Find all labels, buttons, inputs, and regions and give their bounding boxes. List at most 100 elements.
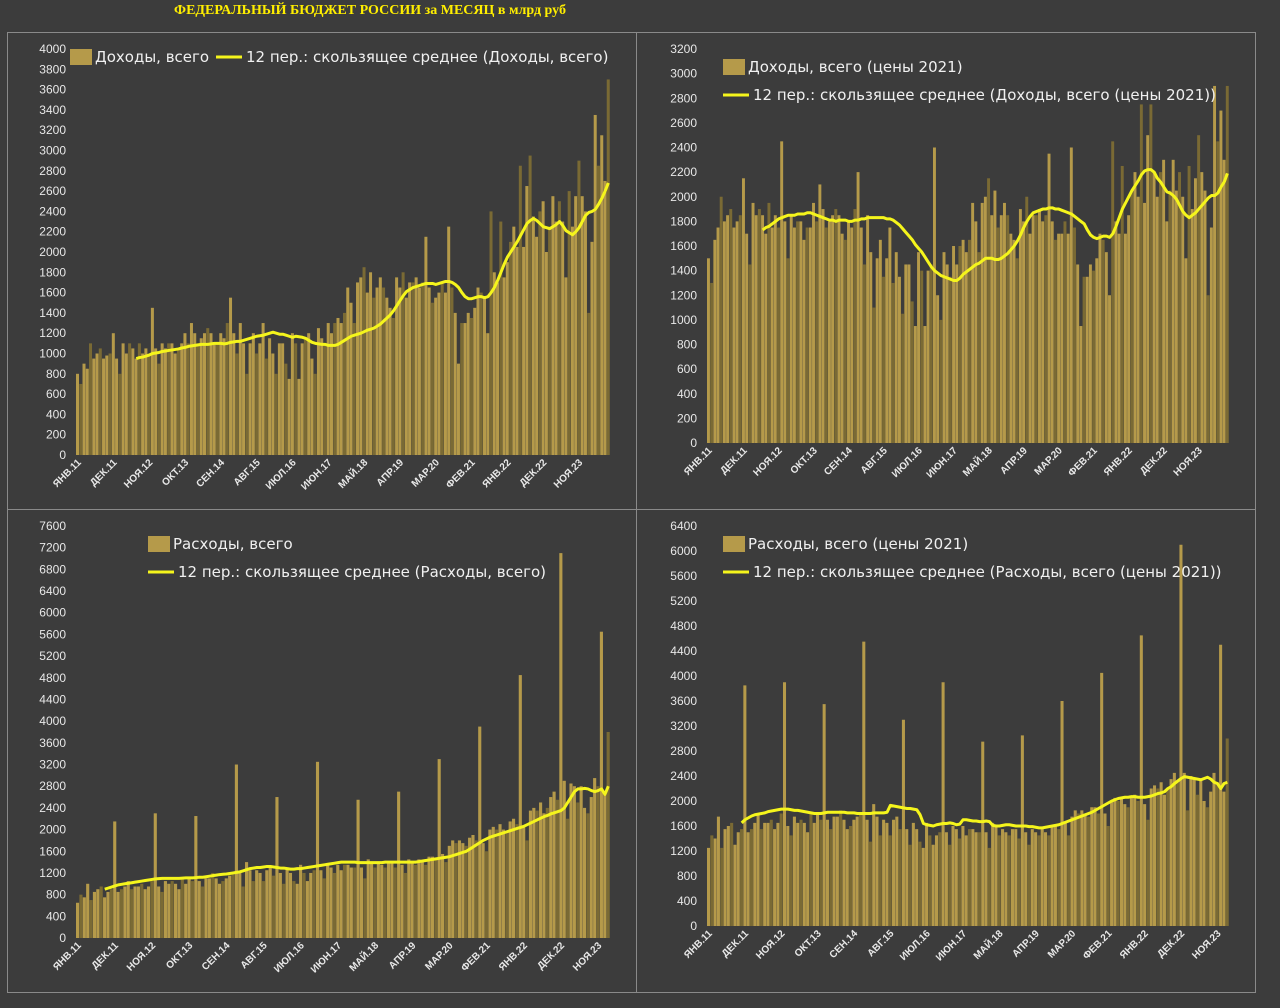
bar bbox=[572, 786, 576, 938]
bar bbox=[1189, 776, 1193, 926]
x-tick-label: МАЙ.18 bbox=[960, 444, 995, 479]
chart-svg: 0 200 400 600 800 1000 1200 1400 1600 1800 2000 220… bbox=[670, 42, 1229, 480]
bar bbox=[393, 867, 397, 938]
bar bbox=[229, 297, 233, 455]
legend-line-label: 12 пер.: скользящее среднее (Доходы, все… bbox=[246, 48, 608, 66]
x-tick-label: НОЯ.12 bbox=[752, 445, 786, 479]
bar bbox=[955, 264, 959, 443]
bar bbox=[278, 872, 282, 938]
bar bbox=[102, 358, 106, 455]
bar bbox=[548, 226, 552, 456]
bar bbox=[707, 847, 711, 927]
bar bbox=[96, 889, 100, 938]
bar bbox=[1093, 807, 1097, 926]
x-tick-label: ФЕВ.21 bbox=[444, 457, 478, 491]
bar bbox=[600, 135, 604, 455]
bar bbox=[515, 246, 519, 455]
bar bbox=[730, 822, 734, 927]
y-tick-label: 200 bbox=[46, 428, 66, 442]
bar bbox=[968, 239, 971, 443]
bar bbox=[1004, 832, 1008, 926]
bar bbox=[1213, 85, 1217, 443]
y-tick-label: 2000 bbox=[39, 823, 66, 837]
bar bbox=[92, 891, 97, 938]
bar bbox=[1195, 794, 1199, 926]
y-tick-label: 2800 bbox=[670, 91, 697, 105]
bar bbox=[968, 829, 972, 927]
x-tick-label: МАР.20 bbox=[410, 457, 443, 490]
bar bbox=[951, 826, 955, 926]
bar bbox=[268, 338, 272, 455]
bar bbox=[948, 276, 952, 443]
bar bbox=[1179, 544, 1183, 926]
bar bbox=[792, 227, 796, 443]
bar bbox=[209, 333, 213, 455]
bar bbox=[1129, 797, 1133, 927]
bar bbox=[1111, 141, 1115, 443]
legend-bar-swatch bbox=[70, 49, 92, 65]
bar bbox=[939, 319, 943, 444]
y-tick-label: 2800 bbox=[670, 744, 697, 758]
bar bbox=[319, 870, 323, 938]
bar bbox=[913, 326, 917, 443]
x-tick-label: СЕН.14 bbox=[828, 928, 861, 961]
bar bbox=[1176, 782, 1180, 926]
bar bbox=[1034, 832, 1038, 926]
bar bbox=[991, 822, 995, 927]
bar bbox=[1153, 785, 1157, 927]
bar bbox=[193, 333, 197, 455]
bar bbox=[137, 343, 141, 455]
bar bbox=[332, 872, 336, 938]
y-tick-label: 4400 bbox=[39, 692, 66, 706]
bar bbox=[1092, 270, 1096, 444]
bar bbox=[248, 870, 252, 938]
bar bbox=[505, 262, 509, 455]
bar bbox=[996, 227, 1000, 443]
bar bbox=[990, 215, 994, 443]
bar bbox=[799, 819, 803, 926]
bar bbox=[557, 201, 561, 455]
y-tick-label: 0 bbox=[59, 448, 66, 462]
bar bbox=[251, 333, 255, 455]
x-tick-label: ИЮЛ.16 bbox=[890, 445, 925, 480]
bar bbox=[816, 813, 820, 926]
bar bbox=[1181, 196, 1185, 443]
bar bbox=[202, 333, 206, 455]
bar bbox=[481, 843, 485, 938]
bar bbox=[1017, 838, 1021, 926]
bar bbox=[1172, 772, 1176, 927]
bar bbox=[1069, 147, 1073, 443]
bar bbox=[453, 312, 457, 455]
bar bbox=[875, 258, 879, 443]
bar bbox=[502, 277, 506, 456]
bar bbox=[831, 215, 835, 443]
bar bbox=[1169, 779, 1173, 927]
bar bbox=[824, 227, 828, 443]
bar bbox=[745, 233, 749, 443]
y-tick-label: 3400 bbox=[39, 103, 66, 117]
bar bbox=[1025, 196, 1029, 443]
bar bbox=[993, 190, 997, 443]
bar bbox=[923, 326, 927, 443]
bar bbox=[1057, 233, 1061, 443]
bar bbox=[140, 883, 144, 938]
bar bbox=[834, 209, 838, 443]
x-tick-label: ДЕК.22 bbox=[518, 457, 550, 489]
bar bbox=[812, 822, 816, 927]
bar bbox=[285, 867, 289, 938]
bar bbox=[417, 859, 421, 938]
y-tick-label: 1400 bbox=[39, 306, 66, 320]
x-tick-label: АПР.19 bbox=[387, 940, 419, 972]
bar bbox=[219, 333, 223, 455]
bar bbox=[176, 348, 180, 455]
bar bbox=[1090, 807, 1094, 926]
x-tick-label: ДЕК.11 bbox=[718, 445, 750, 477]
bar bbox=[297, 378, 301, 456]
bar bbox=[842, 819, 846, 926]
bar bbox=[1063, 822, 1067, 927]
bar bbox=[146, 886, 151, 938]
bar bbox=[1104, 252, 1108, 443]
bar bbox=[509, 241, 513, 455]
bar bbox=[1108, 295, 1111, 443]
bar bbox=[1103, 813, 1107, 926]
